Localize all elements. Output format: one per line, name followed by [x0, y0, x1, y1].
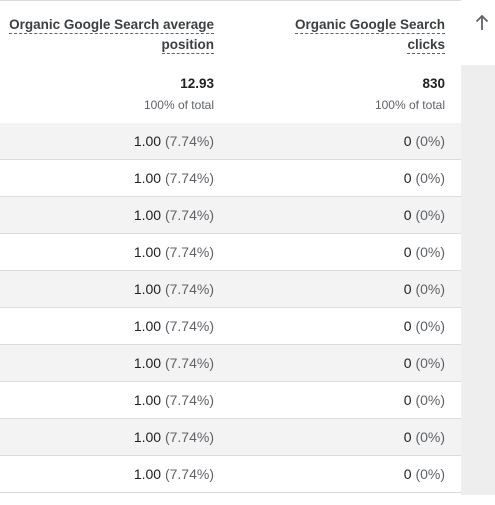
avg-position-cell: 1.00 (7.74%): [64, 234, 214, 270]
table-body: 1.00 (7.74%) 0 (0%) 1.00 (7.74%) 0 (0%) …: [0, 123, 461, 493]
avg-position-value: 1.00: [133, 244, 162, 260]
clicks-percent: (0%): [415, 429, 445, 445]
column-header-avg-position-line2: position: [161, 37, 214, 54]
column-header-avg-position-line1: Organic Google Search average: [9, 17, 214, 34]
avg-position-percent: (7.74%): [164, 244, 214, 260]
clicks-cell: 0 (0%): [295, 197, 445, 233]
clicks-value: 0: [403, 281, 412, 297]
avg-position-cell: 1.00 (7.74%): [64, 308, 214, 344]
table-row[interactable]: 1.00 (7.74%) 0 (0%): [0, 271, 461, 308]
clicks-cell: 0 (0%): [295, 345, 445, 381]
clicks-cell: 0 (0%): [295, 160, 445, 196]
clicks-percent: (0%): [415, 170, 445, 186]
clicks-value: 0: [403, 170, 412, 186]
clicks-value: 0: [403, 244, 412, 260]
clicks-cell: 0 (0%): [295, 234, 445, 270]
column-header-clicks-line2: clicks: [407, 37, 445, 54]
table-row[interactable]: 1.00 (7.74%) 0 (0%): [0, 308, 461, 345]
clicks-value: 0: [403, 466, 412, 482]
clicks-value: 0: [403, 207, 412, 223]
column-header-avg-position[interactable]: Organic Google Search average position: [4, 15, 214, 55]
clicks-value: 0: [403, 392, 412, 408]
clicks-percent: (0%): [415, 355, 445, 371]
clicks-cell: 0 (0%): [295, 382, 445, 418]
clicks-percent: (0%): [415, 466, 445, 482]
clicks-cell: 0 (0%): [295, 123, 445, 159]
total-clicks-share: 100% of total: [374, 98, 445, 112]
avg-position-value: 1.00: [133, 466, 162, 482]
table-row[interactable]: 1.00 (7.74%) 0 (0%): [0, 197, 461, 234]
avg-position-percent: (7.74%): [164, 429, 214, 445]
avg-position-percent: (7.74%): [164, 318, 214, 334]
avg-position-value: 1.00: [133, 281, 162, 297]
avg-position-value: 1.00: [133, 207, 162, 223]
avg-position-cell: 1.00 (7.74%): [64, 123, 214, 159]
avg-position-cell: 1.00 (7.74%): [64, 160, 214, 196]
table-row[interactable]: 1.00 (7.74%) 0 (0%): [0, 234, 461, 271]
clicks-cell: 0 (0%): [295, 308, 445, 344]
clicks-percent: (0%): [415, 318, 445, 334]
table-top-divider: [0, 0, 461, 1]
column-header-clicks-line1: Organic Google Search: [294, 17, 445, 34]
table-row[interactable]: 1.00 (7.74%) 0 (0%): [0, 123, 461, 160]
avg-position-value: 1.00: [133, 429, 162, 445]
avg-position-percent: (7.74%): [164, 392, 214, 408]
avg-position-value: 1.00: [133, 355, 162, 371]
avg-position-percent: (7.74%): [164, 133, 214, 149]
avg-position-cell: 1.00 (7.74%): [64, 197, 214, 233]
table-row[interactable]: 1.00 (7.74%) 0 (0%): [0, 345, 461, 382]
avg-position-percent: (7.74%): [164, 170, 214, 186]
avg-position-percent: (7.74%): [164, 281, 214, 297]
total-avg-position: 12.93: [180, 76, 214, 91]
column-header-clicks[interactable]: Organic Google Search clicks: [285, 15, 445, 55]
avg-position-value: 1.00: [133, 392, 162, 408]
clicks-percent: (0%): [415, 133, 445, 149]
total-avg-position-share: 100% of total: [143, 98, 214, 112]
avg-position-cell: 1.00 (7.74%): [64, 456, 214, 492]
avg-position-percent: (7.74%): [164, 466, 214, 482]
avg-position-value: 1.00: [133, 133, 162, 149]
clicks-value: 0: [403, 318, 412, 334]
clicks-value: 0: [403, 429, 412, 445]
table-row[interactable]: 1.00 (7.74%) 0 (0%): [0, 382, 461, 419]
totals-row: 12.93 100% of total 830 100% of total: [0, 65, 461, 124]
avg-position-cell: 1.00 (7.74%): [64, 382, 214, 418]
clicks-cell: 0 (0%): [295, 456, 445, 492]
avg-position-value: 1.00: [133, 170, 162, 186]
clicks-percent: (0%): [415, 281, 445, 297]
table-row[interactable]: 1.00 (7.74%) 0 (0%): [0, 456, 461, 493]
clicks-percent: (0%): [415, 244, 445, 260]
avg-position-percent: (7.74%): [164, 355, 214, 371]
clicks-cell: 0 (0%): [295, 419, 445, 455]
clicks-percent: (0%): [415, 207, 445, 223]
sorted-column-band: [461, 65, 495, 495]
avg-position-cell: 1.00 (7.74%): [64, 345, 214, 381]
table-header: Organic Google Search average position O…: [0, 1, 489, 65]
arrow-up-icon[interactable]: [473, 13, 491, 33]
avg-position-cell: 1.00 (7.74%): [64, 419, 214, 455]
avg-position-value: 1.00: [133, 318, 162, 334]
clicks-value: 0: [403, 355, 412, 371]
clicks-percent: (0%): [415, 392, 445, 408]
avg-position-cell: 1.00 (7.74%): [64, 271, 214, 307]
table-row[interactable]: 1.00 (7.74%) 0 (0%): [0, 160, 461, 197]
clicks-cell: 0 (0%): [295, 271, 445, 307]
total-clicks: 830: [422, 76, 445, 91]
avg-position-percent: (7.74%): [164, 207, 214, 223]
table-row[interactable]: 1.00 (7.74%) 0 (0%): [0, 419, 461, 456]
clicks-value: 0: [403, 133, 412, 149]
